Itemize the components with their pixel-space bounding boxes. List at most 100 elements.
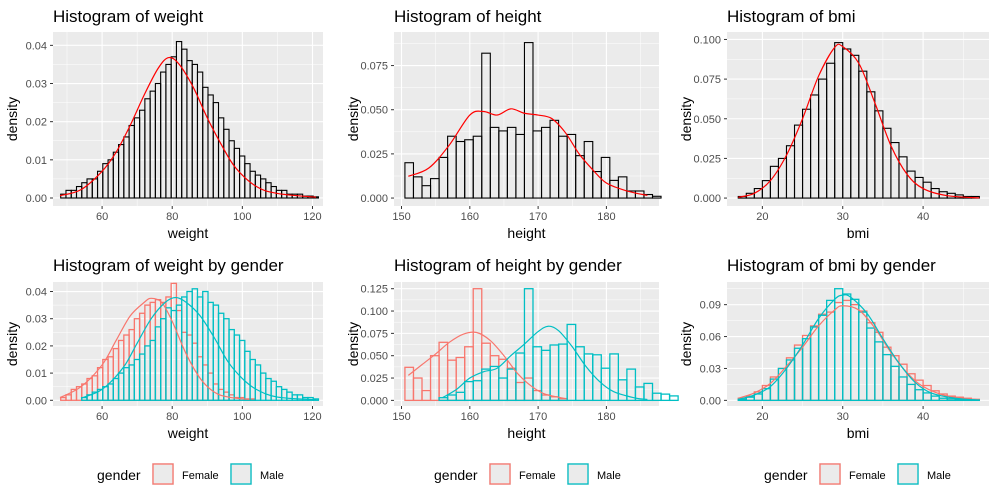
major-gridlines: [53, 32, 323, 206]
y-axis-title: density: [678, 322, 694, 366]
y-tick-label: 0.01: [26, 155, 47, 167]
legend-key-background: [489, 463, 511, 485]
y-axis-title: density: [678, 97, 694, 141]
panel-background: [394, 32, 659, 206]
y-tick-label: 0.100: [360, 306, 388, 318]
x-tick-label: 160: [461, 411, 479, 423]
y-tick-label: 0.01: [26, 368, 47, 380]
legend-label-female: Female: [519, 470, 556, 482]
male-density-line: [442, 325, 648, 401]
chart-title: Histogram of bmi: [727, 7, 855, 26]
y-tick-label: 0.075: [360, 328, 388, 340]
overall-density-line: [59, 56, 317, 198]
y-tick-label: 0.04: [26, 40, 47, 52]
histogram-bar: [668, 395, 679, 402]
legend-key-male: [230, 463, 252, 485]
female-density-line: [738, 305, 980, 401]
x-tick-label: 40: [917, 411, 929, 423]
histogram-bar: [523, 42, 534, 199]
legend-key-background: [897, 463, 919, 485]
x-tick-label: 150: [392, 211, 410, 223]
x-tick-label: 60: [96, 211, 108, 223]
x-tick-label: 120: [303, 411, 321, 423]
overall-bars: [60, 40, 319, 199]
legend-key-female: [489, 463, 511, 485]
x-tick-label: 20: [756, 411, 768, 423]
y-tick-label: 0.00: [26, 395, 47, 407]
y-tick-label: 0.03: [26, 314, 47, 326]
y-tick-label: 0.02: [26, 117, 47, 129]
x-tick-label: 170: [529, 411, 547, 423]
y-axis-title: density: [4, 322, 20, 366]
y-tick-label: 0.025: [360, 149, 388, 161]
legend-key-background: [819, 463, 841, 485]
chart-panel-height: 150 160 170 180 0.000 0.025 0.050 0.075 Histogra…: [345, 7, 662, 241]
x-tick-label: 30: [837, 211, 849, 223]
legend-title: gender: [97, 467, 141, 483]
legend-gender: gender Female Male: [97, 463, 284, 485]
x-axis-title: bmi: [847, 225, 870, 241]
x-tick-label: 120: [303, 211, 321, 223]
overall-density-line: [408, 108, 648, 196]
chart-title: Histogram of weight by gender: [53, 256, 284, 275]
legend-key-female: [819, 463, 841, 485]
histogram-bar: [481, 52, 491, 199]
y-axis-title: density: [4, 97, 20, 141]
legend-title: gender: [764, 467, 808, 483]
legend-key-male: [897, 463, 919, 485]
male-density-line: [80, 296, 317, 401]
y-tick-label: 0.050: [360, 351, 388, 363]
male-density-line: [738, 294, 980, 401]
histogram-bar: [660, 393, 671, 402]
x-axis-title: bmi: [847, 425, 870, 441]
legend-key-background: [567, 463, 589, 485]
legend-title: gender: [434, 467, 478, 483]
x-tick-label: 170: [529, 211, 547, 223]
legend-gender: gender Female Male: [764, 463, 951, 485]
histogram-bar: [651, 195, 662, 199]
minor-gridlines: [394, 282, 659, 406]
y-tick-label: 0.00: [700, 395, 721, 407]
legend-label-female: Female: [182, 470, 219, 482]
legend-key-male: [567, 463, 589, 485]
legend-label-female: Female: [849, 470, 886, 482]
y-tick-label: 0.000: [360, 395, 388, 407]
legend-label-male: Male: [927, 470, 951, 482]
y-tick-label: 0.050: [360, 105, 388, 117]
x-tick-label: 40: [917, 211, 929, 223]
x-tick-label: 100: [233, 211, 251, 223]
y-tick-label: 0.075: [360, 61, 388, 73]
chart-panel-bmi: 20 30 40 0.000 0.025 0.050 0.075 0.100 Histogram…: [678, 7, 989, 241]
overall-density-line: [738, 43, 980, 199]
y-tick-label: 0.09: [700, 300, 721, 312]
chart-panel-weight_by_gender: 60 80 100 120 0.00 0.01 0.02 0.03 0.04 Histogram …: [4, 256, 323, 441]
chart-title: Histogram of bmi by gender: [727, 256, 936, 275]
y-tick-label: 0.02: [26, 341, 47, 353]
panel-background: [394, 282, 659, 406]
y-tick-label: 0.000: [693, 193, 721, 205]
legend-label-male: Male: [597, 470, 621, 482]
minor-gridlines: [394, 32, 659, 206]
x-axis-title: weight: [167, 225, 209, 241]
chart-panel-weight: 60 80 100 120 0.00 0.01 0.02 0.03 0.04 Histogram …: [4, 7, 323, 241]
legend-key-background: [230, 463, 252, 485]
x-axis-title: weight: [167, 425, 209, 441]
x-tick-label: 30: [837, 411, 849, 423]
y-tick-label: 0.000: [360, 193, 388, 205]
histogram-bar: [617, 176, 628, 199]
y-tick-label: 0.04: [26, 287, 47, 299]
overall-bars: [404, 42, 662, 199]
chart-title: Histogram of height: [394, 7, 542, 26]
y-tick-label: 0.00: [26, 193, 47, 205]
legend-label-male: Male: [260, 470, 284, 482]
x-tick-label: 20: [756, 211, 768, 223]
x-tick-label: 160: [461, 211, 479, 223]
chart-title: Histogram of weight: [53, 7, 204, 26]
x-tick-label: 180: [597, 211, 615, 223]
x-tick-label: 80: [166, 411, 178, 423]
y-axis-title: density: [345, 322, 361, 366]
y-tick-label: 0.06: [700, 332, 721, 344]
x-tick-label: 100: [233, 411, 251, 423]
histogram-bar: [626, 368, 637, 402]
